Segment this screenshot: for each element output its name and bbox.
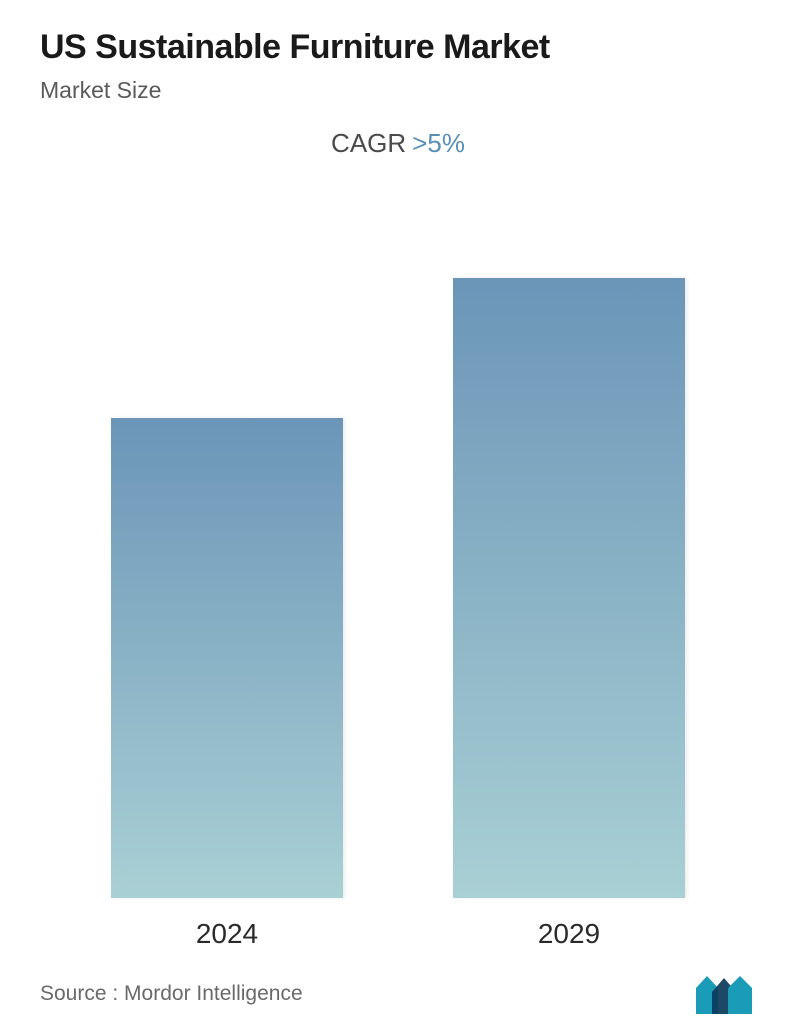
bar-2029 xyxy=(453,278,685,898)
bar-2024 xyxy=(111,418,343,898)
bar-group-2024: 2024 xyxy=(111,418,343,950)
bar-chart: 2024 2029 xyxy=(40,207,756,950)
cagr-row: CAGR>5% xyxy=(40,128,756,159)
chart-subtitle: Market Size xyxy=(40,77,756,104)
chart-title: US Sustainable Furniture Market xyxy=(40,28,756,67)
cagr-label: CAGR xyxy=(331,128,406,158)
bar-group-2029: 2029 xyxy=(453,278,685,950)
cagr-value: >5% xyxy=(412,128,465,158)
mordor-logo-icon xyxy=(696,974,752,1014)
chart-footer: Source : Mordor Intelligence xyxy=(40,974,756,1014)
bar-label-2024: 2024 xyxy=(196,918,258,950)
source-text: Source : Mordor Intelligence xyxy=(40,982,303,1006)
chart-container: US Sustainable Furniture Market Market S… xyxy=(0,0,796,1034)
bar-label-2029: 2029 xyxy=(538,918,600,950)
